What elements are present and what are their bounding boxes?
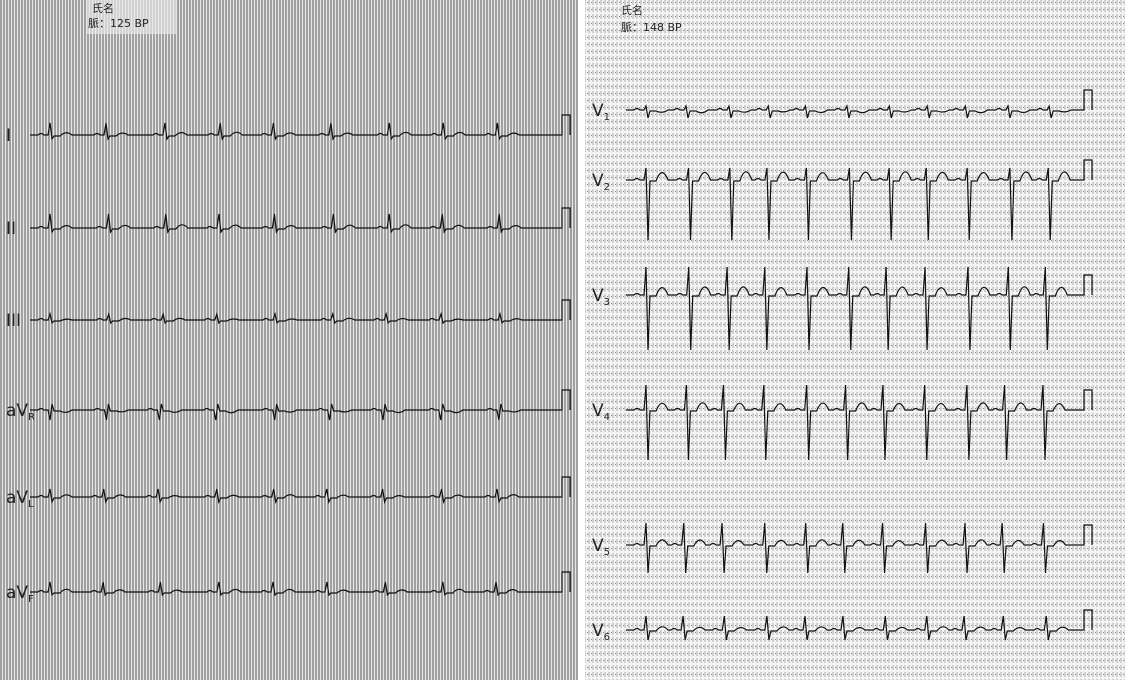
lead-label: aVF <box>6 583 34 605</box>
lead-label: V3 <box>592 286 610 308</box>
lead-label: V2 <box>592 171 610 193</box>
ecg-trace <box>626 266 1093 351</box>
lead-label: aVL <box>6 488 34 510</box>
ecg-trace <box>30 571 571 597</box>
lead-name: aV <box>6 401 28 421</box>
right-grid <box>585 0 1125 680</box>
left-grid <box>0 0 578 680</box>
ecg-trace <box>626 89 1093 119</box>
lead-name: V <box>592 286 604 306</box>
lead-sub: R <box>28 412 35 423</box>
lead-label: aVR <box>6 401 35 423</box>
lead-name: V <box>592 536 604 556</box>
lead-name: aV <box>6 488 28 508</box>
lead-name: V <box>592 621 604 641</box>
lead-name: V <box>592 401 604 421</box>
lead-name: I <box>6 126 11 146</box>
lead-name: III <box>6 311 21 331</box>
ecg-trace <box>626 384 1093 461</box>
lead-label: V5 <box>592 536 610 558</box>
lead-sub: 6 <box>604 632 610 643</box>
ecg-trace <box>30 476 571 504</box>
ecg-trace <box>626 522 1093 574</box>
ecg-trace <box>30 389 571 421</box>
ecg-trace <box>626 609 1093 641</box>
rate-label: 脈：125 BP <box>88 16 149 30</box>
ecg-trace <box>626 159 1093 241</box>
lead-sub: L <box>28 499 34 510</box>
lead-name: aV <box>6 583 28 603</box>
lead-sub: 4 <box>604 412 610 423</box>
lead-label: V6 <box>592 621 610 643</box>
ecg-trace <box>30 207 571 234</box>
rate-label: 脈：148 BP <box>621 20 682 34</box>
lead-label: I <box>6 126 11 146</box>
lead-sub: F <box>28 594 34 605</box>
lead-label: V4 <box>592 401 610 423</box>
name-label: 氏名 <box>621 3 643 17</box>
left-header-bg <box>86 0 176 34</box>
lead-label: V1 <box>592 101 610 123</box>
lead-name: V <box>592 171 604 191</box>
lead-name: II <box>6 219 16 239</box>
lead-sub: 1 <box>604 112 610 123</box>
lead-label: II <box>6 219 16 239</box>
lead-sub: 2 <box>604 182 610 193</box>
traces <box>30 89 1093 641</box>
ecg-trace <box>30 299 571 325</box>
ecg-trace <box>30 114 571 141</box>
name-label: 氏名 <box>92 1 114 15</box>
lead-label: III <box>6 311 21 331</box>
lead-name: V <box>592 101 604 121</box>
lead-sub: 5 <box>604 547 610 558</box>
lead-sub: 3 <box>604 297 610 308</box>
